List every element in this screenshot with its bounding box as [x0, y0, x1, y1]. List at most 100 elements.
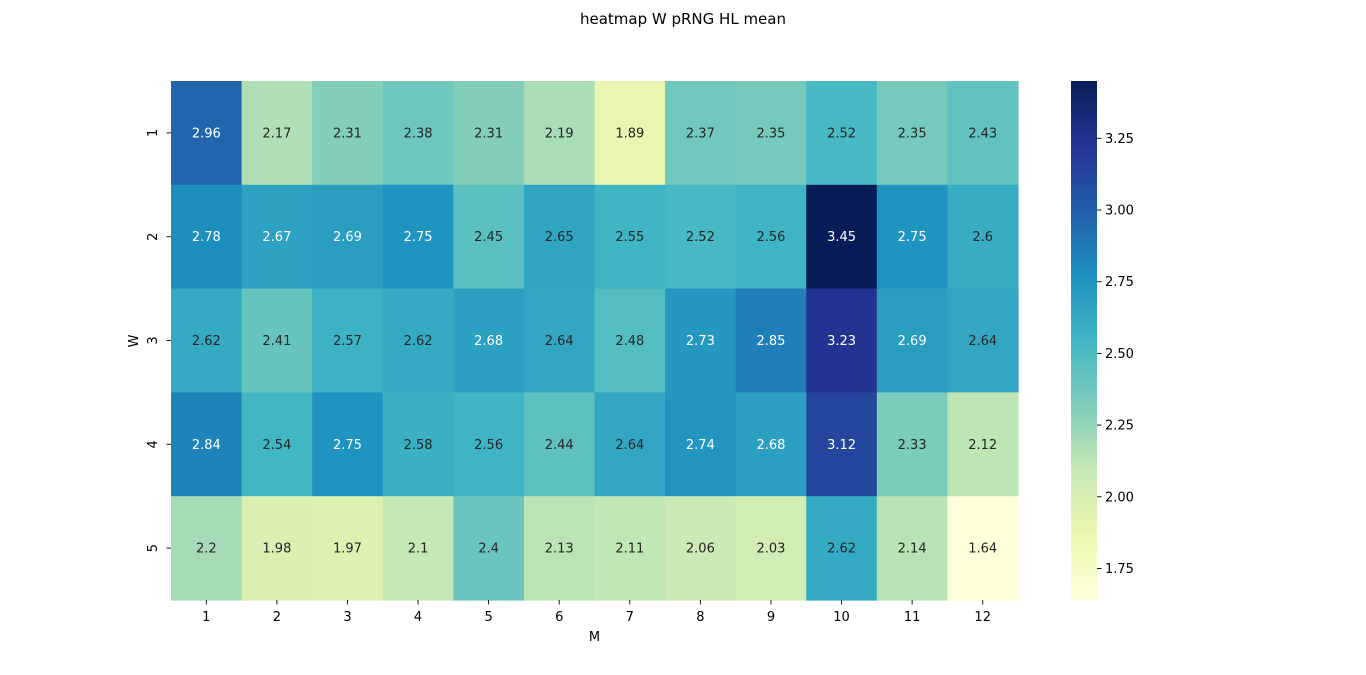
- heatmap-cell: [735, 81, 807, 186]
- cell-value-label: 2.52: [686, 230, 715, 245]
- cell-value-label: 2.75: [333, 438, 362, 453]
- x-tick-label: 5: [484, 610, 492, 625]
- x-tick-label: 9: [767, 610, 775, 625]
- y-tick-label: 3: [146, 336, 161, 344]
- cell-value-label: 2.78: [192, 230, 221, 245]
- cell-value-label: 2.17: [262, 126, 291, 141]
- cell-value-label: 2.4: [478, 542, 499, 557]
- heatmap-cell: [171, 392, 243, 497]
- cell-value-label: 2.73: [686, 334, 715, 349]
- heatmap-cell: [735, 288, 807, 393]
- heatmap-cell: [947, 81, 1019, 186]
- colorbar: 1.75 2.00 2.25 2.50 2.75 3.00 3.25: [1071, 81, 1134, 600]
- cell-value-label: 2.56: [756, 230, 785, 245]
- x-tick-label: 11: [904, 610, 921, 625]
- heatmap-cell: [171, 184, 243, 290]
- heatmap-cell: [171, 288, 243, 393]
- heatmap-cell: [806, 496, 878, 601]
- cell-value-label: 3.45: [827, 230, 856, 245]
- heatmap-cell: [806, 81, 878, 186]
- heatmap-cell: [806, 184, 878, 290]
- cell-value-label: 2.57: [333, 334, 362, 349]
- cell-value-label: 2.43: [968, 126, 997, 141]
- heatmap-cell: [241, 184, 313, 290]
- cell-value-label: 2.44: [545, 438, 574, 453]
- chart-title: heatmap W pRNG HL mean: [580, 10, 786, 28]
- x-tick-label: 7: [626, 610, 634, 625]
- cell-value-label: 2.48: [615, 334, 644, 349]
- x-axis: 1 2 3 4 5 6 7 8 9 10 11 12: [202, 600, 991, 625]
- y-axis-label: W: [127, 334, 142, 347]
- heatmap-cell: [665, 392, 737, 497]
- colorbar-tick-label: 2.25: [1105, 419, 1134, 434]
- cell-value-label: 2.54: [262, 438, 291, 453]
- cell-value-label: 2.64: [615, 438, 644, 453]
- cell-value-label: 2.68: [474, 334, 503, 349]
- heatmap-cell: [382, 288, 454, 393]
- y-tick-label: 5: [146, 544, 161, 552]
- heatmap-cell: [453, 496, 525, 601]
- heatmap-cell: [735, 184, 807, 290]
- heatmap-cell: [876, 392, 949, 497]
- heatmap-cell: [312, 496, 384, 601]
- cell-value-label: 2.56: [474, 438, 503, 453]
- heatmap-cell: [876, 288, 949, 393]
- heatmap-cell: [241, 288, 313, 393]
- heatmap-cell: [241, 496, 313, 601]
- cell-value-label: 2.74: [686, 438, 715, 453]
- heatmap-cell: [665, 288, 737, 393]
- cell-value-label: 2.52: [827, 126, 856, 141]
- colorbar-tick-label: 1.75: [1105, 562, 1134, 577]
- x-tick-label: 8: [696, 610, 704, 625]
- cell-value-label: 2.2: [196, 542, 217, 557]
- heatmap-cell: [594, 288, 666, 393]
- heatmap-cell: [171, 81, 243, 186]
- y-axis: 1 2 3 4 5: [146, 129, 171, 552]
- heatmap-cell: [312, 184, 384, 290]
- cell-value-label: 2.31: [474, 126, 503, 141]
- cell-value-label: 2.67: [262, 230, 291, 245]
- x-axis-label: M: [589, 630, 600, 645]
- cell-value-label: 2.06: [686, 542, 715, 557]
- cell-value-label: 3.12: [827, 438, 856, 453]
- x-tick-label: 4: [414, 610, 422, 625]
- heatmap-cell: [171, 496, 243, 601]
- heatmap-cell: [523, 392, 596, 497]
- heatmap-cell: [876, 81, 949, 186]
- heatmap-cell: [382, 496, 454, 601]
- cell-value-label: 2.62: [192, 334, 221, 349]
- cell-value-label: 2.96: [192, 126, 221, 141]
- cell-value-label: 2.75: [898, 230, 927, 245]
- heatmap-cell: [735, 392, 807, 497]
- cell-value-label: 2.75: [404, 230, 433, 245]
- cell-value-label: 2.41: [262, 334, 291, 349]
- heatmap-cell: [876, 496, 949, 601]
- cell-value-label: 2.31: [333, 126, 362, 141]
- cell-value-label: 2.84: [192, 438, 221, 453]
- y-tick-label: 4: [146, 440, 161, 448]
- heatmap-cell: [312, 81, 384, 186]
- heatmap-cell: [523, 288, 596, 393]
- heatmap-cell: [312, 392, 384, 497]
- x-tick-label: 1: [202, 610, 210, 625]
- cell-value-label: 2.13: [545, 542, 574, 557]
- heatmap-cell: [241, 81, 313, 186]
- x-tick-label: 12: [974, 610, 991, 625]
- y-tick-label: 1: [146, 129, 161, 137]
- cell-value-label: 2.68: [756, 438, 785, 453]
- heatmap-cell: [382, 392, 454, 497]
- heatmap-cell: [453, 288, 525, 393]
- heatmap-cell: [523, 81, 596, 186]
- cell-value-label: 2.45: [474, 230, 503, 245]
- heatmap-cell: [382, 184, 454, 290]
- heatmap-cell: [453, 184, 525, 290]
- y-tick-label: 2: [146, 233, 161, 241]
- cell-value-label: 2.64: [545, 334, 574, 349]
- cell-value-label: 2.03: [756, 542, 785, 557]
- colorbar-gradient: [1071, 81, 1097, 600]
- heatmap-cell: [665, 81, 737, 186]
- heatmap-cell: [241, 392, 313, 497]
- cell-value-label: 2.58: [404, 438, 433, 453]
- cell-value-label: 2.33: [898, 438, 927, 453]
- colorbar-tick-label: 3.00: [1105, 204, 1134, 219]
